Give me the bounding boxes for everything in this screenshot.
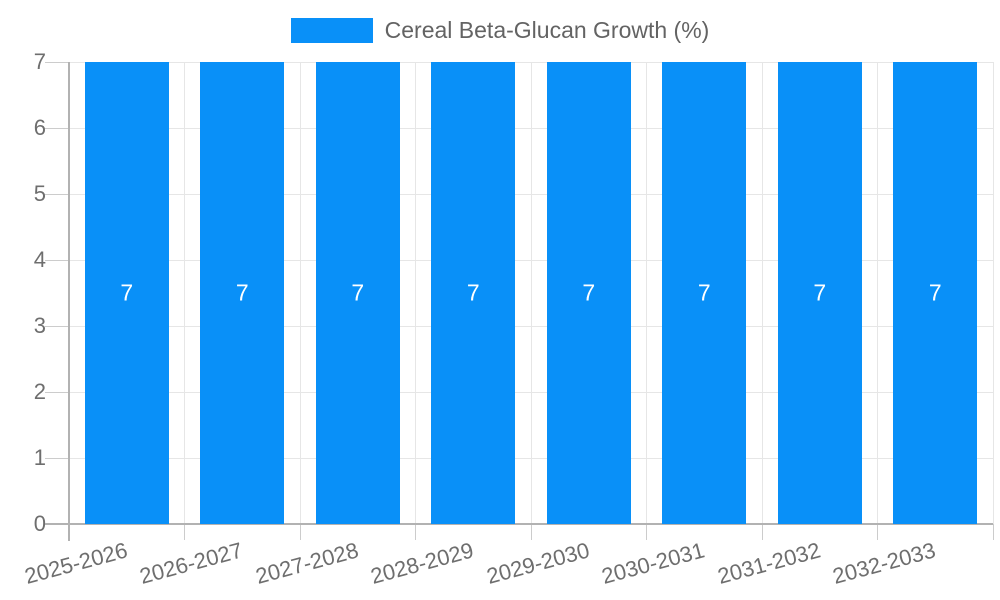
chart-legend: Cereal Beta-Glucan Growth (%) — [0, 17, 1000, 43]
x-axis-tick — [184, 524, 185, 540]
y-tick-label: 1 — [33, 445, 46, 470]
y-axis-tick — [45, 391, 69, 393]
y-axis-line — [68, 62, 70, 541]
bar-value-label: 7 — [813, 279, 827, 306]
y-axis-tick — [45, 325, 69, 327]
gridline-vertical — [992, 62, 994, 524]
bar-value-label: 7 — [120, 279, 134, 306]
bar-value-label: 7 — [235, 279, 249, 306]
y-tick-label: 7 — [33, 49, 46, 74]
bar-value-label: 7 — [928, 279, 942, 306]
gridline-vertical — [761, 62, 763, 524]
y-axis-tick — [45, 127, 69, 129]
x-axis-line — [45, 523, 993, 525]
bar-value-label: 7 — [466, 279, 480, 306]
y-axis-tick — [45, 61, 69, 63]
y-axis-tick — [45, 457, 69, 459]
x-axis-tick — [877, 524, 878, 540]
x-axis-tick — [299, 524, 301, 540]
bar[interactable] — [200, 62, 285, 524]
y-tick-label: 4 — [33, 247, 46, 272]
y-tick-label: 6 — [33, 115, 46, 140]
bar[interactable] — [777, 62, 862, 524]
gridline-vertical — [415, 62, 416, 524]
bar[interactable] — [662, 62, 747, 524]
y-tick-label: 3 — [33, 313, 46, 338]
x-axis-tick — [415, 524, 416, 540]
legend-label: Cereal Beta-Glucan Growth (%) — [384, 17, 710, 43]
gridline-vertical — [184, 62, 185, 524]
bar[interactable] — [431, 62, 516, 524]
gridline-vertical — [646, 62, 647, 524]
y-axis-tick — [45, 193, 69, 195]
x-axis-tick — [646, 524, 647, 540]
gridline-vertical — [877, 62, 878, 524]
bar[interactable] — [315, 62, 400, 524]
bar-value-label: 7 — [351, 279, 365, 306]
x-axis-tick — [530, 524, 532, 540]
gridline-vertical — [299, 62, 301, 524]
bar-value-label: 7 — [697, 279, 711, 306]
bar-value-label: 7 — [582, 279, 596, 306]
bar[interactable] — [84, 62, 169, 524]
bar[interactable] — [546, 62, 631, 524]
legend-color-swatch — [290, 17, 373, 43]
x-axis-tick — [761, 524, 763, 540]
y-tick-label: 0 — [33, 511, 46, 536]
y-tick-label: 5 — [33, 181, 46, 206]
gridline-vertical — [530, 62, 532, 524]
y-axis-tick — [45, 259, 69, 261]
x-axis-tick — [992, 524, 994, 540]
bar[interactable] — [893, 62, 978, 524]
y-tick-label: 2 — [33, 379, 46, 404]
